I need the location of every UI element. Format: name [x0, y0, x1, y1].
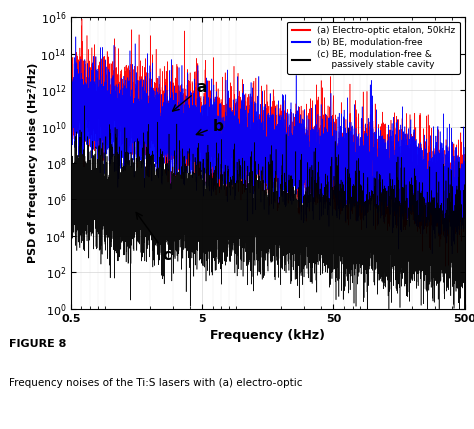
Legend: (a) Electro-optic etalon, 50kHz, (b) BE, modulation-free, (c) BE, modulation-fre: (a) Electro-optic etalon, 50kHz, (b) BE,…: [287, 22, 460, 73]
Text: c: c: [136, 212, 172, 263]
X-axis label: Frequency (kHz): Frequency (kHz): [210, 329, 325, 342]
Text: Frequency noises of the Ti:S lasers with (a) electro-optic: Frequency noises of the Ti:S lasers with…: [9, 378, 303, 388]
Text: a: a: [173, 80, 207, 111]
Text: b: b: [196, 118, 224, 135]
Y-axis label: PSD of frequency noise (Hz²/Hz): PSD of frequency noise (Hz²/Hz): [27, 63, 38, 263]
Text: FIGURE 8: FIGURE 8: [9, 339, 67, 350]
